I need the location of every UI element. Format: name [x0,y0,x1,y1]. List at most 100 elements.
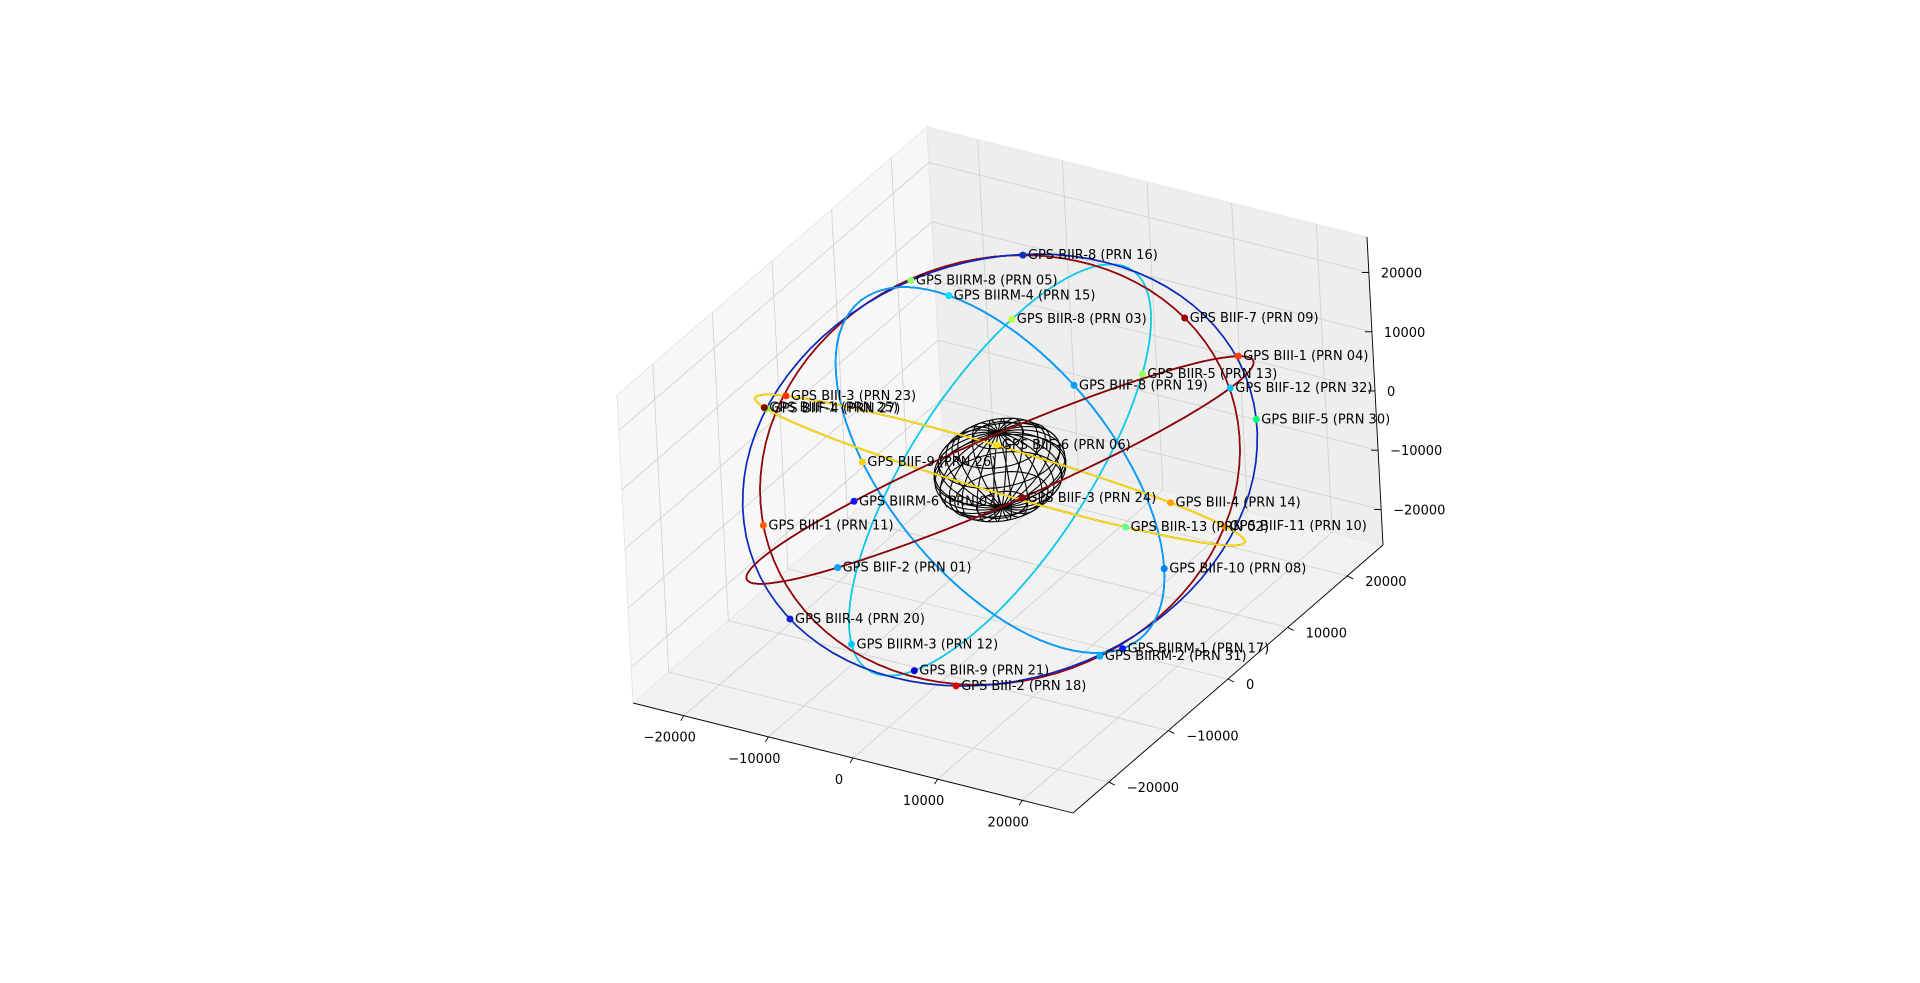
y-tick-label: 20000 [1365,575,1406,590]
satellite-label: GPS BIIR-13 (PRN 02) [1131,520,1269,535]
axis-panes [616,125,1385,814]
earth-parallel [954,471,1049,523]
satellite-label: GPS BIIRM-4 (PRN 15) [954,289,1096,304]
satellite-label: GPS BIIR-4 (PRN 20) [795,612,925,627]
z-tick-label: 10000 [1384,326,1425,341]
x-tick-label: −10000 [728,752,780,767]
satellite-label: GPS BIIF-11 (PRN 10) [1230,519,1367,534]
satellite-label: GPS BIIF-7 (PRN 09) [1190,311,1319,326]
y-tick [1227,678,1235,683]
satellite-point [1119,645,1127,653]
satellite-point [952,682,960,690]
satellite-label: GPS BIIF-1 (PRN 25) [769,401,898,416]
satellite-point [1234,352,1242,360]
x-tick [764,736,769,743]
satellite-point [858,458,866,466]
grid-y-floor [728,620,1169,731]
satellite-point [1226,384,1234,392]
z-tick-label: 0 [1387,385,1395,400]
satellite-label: GPS BIII-4 (PRN 14) [1176,496,1301,511]
satellite-point [1070,381,1078,389]
z-tick-label: −10000 [1390,444,1442,459]
satellite-point [993,441,1001,449]
satellite-point [782,392,790,400]
x-tick-label: 20000 [988,815,1029,830]
satellite-label: GPS BIIRM-1 (PRN 17) [1128,642,1270,657]
grid-z-left [618,162,930,431]
grid-y-floor [847,517,1288,628]
grid-y-floor [668,671,1109,783]
satellite-label: GPS BIIR-8 (PRN 16) [1028,248,1158,263]
satellite-labels: GPS BIIF-11 (PRN 10)GPS BIIF-4 (PRN 27)G… [768,248,1390,694]
y-tick-label: −20000 [1127,781,1179,796]
satellite-point [760,404,768,412]
orbit-line [834,286,1166,654]
satellite-point [1122,523,1130,531]
satellite-point [786,615,794,623]
satellite-point [907,276,915,284]
satellite-label: GPS BIII-1 (PRN 04) [1243,349,1368,364]
earth-parallel [972,421,1024,450]
y-tick-label: −10000 [1186,730,1238,745]
earth-parallel [937,422,1061,489]
axis-ticks: −20000 −10000 0 10000 20000 −20000 −10000 0 1000… [644,267,1446,831]
satellite-label: GPS BIIRM-8 (PRN 05) [916,273,1058,288]
satellite-point [834,564,842,572]
grid-z-back [941,399,1382,510]
grid-z-left [630,399,942,668]
satellite-point [1221,522,1229,530]
satellite-label: GPS BIIRM-2 (PRN 31) [1105,649,1247,664]
x-tick-label: 0 [835,773,843,788]
satellite-point [1019,251,1027,259]
satellite-label: GPS BIII-2 (PRN 18) [961,679,1086,694]
satellite-point [910,667,918,675]
satellite-point [1138,370,1146,378]
satellite-label: GPS BIIF-4 (PRN 27) [772,402,901,417]
x-tick [1018,800,1023,806]
z-tick-label: −20000 [1393,503,1445,518]
earth-parallel [951,417,1046,469]
satellite-label: GPS BIIR-8 (PRN 03) [1017,312,1147,327]
satellite-point [1181,314,1189,322]
grid-y-floor [907,465,1348,577]
satellite-label: GPS BIIRM-3 (PRN 12) [857,637,999,652]
satellite-point [1096,652,1104,660]
satellite-point [1018,494,1026,502]
grid-z-back [931,221,1373,333]
satellite-label: GPS BIIRM-6 (PRN 07) [859,494,1001,509]
satellite-label: GPS BIII-1 (PRN 11) [768,518,893,533]
y-tick [1168,730,1175,734]
grid-z-back [934,280,1376,392]
satellite-points [759,251,1260,690]
y-tick-label: 10000 [1306,626,1347,641]
satellite-point [848,640,855,648]
satellite-label: GPS BIIF-8 (PRN 19) [1079,378,1208,393]
z-tick-label: 20000 [1381,267,1422,282]
orbit-line [745,355,1255,585]
satellite-point [1160,565,1168,573]
satellite-label: GPS BIIR-5 (PRN 13) [1147,367,1277,382]
satellite-label: GPS BIIF-3 (PRN 24) [1027,491,1156,506]
satellite-label: GPS BIIF-6 (PRN 06) [1002,438,1131,453]
satellite-label: GPS BIIR-9 (PRN 21) [919,664,1049,679]
earth-wireframe [933,417,1067,523]
grid-z-left [624,280,936,550]
satellite-point [1008,315,1016,323]
satellite-label: GPS BIIF-2 (PRN 01) [843,561,972,576]
satellite-point [945,292,953,300]
grid-z-left [627,339,939,609]
x-tick [680,715,685,721]
satellite-point [850,497,858,505]
grid-z-back [928,162,1369,273]
satellite-label: GPS BIIF-10 (PRN 08) [1169,562,1306,577]
grid-z-back [937,339,1379,451]
satellite-label: GPS BIIF-12 (PRN 32) [1235,381,1372,396]
x-tick-label: −20000 [644,731,696,746]
y-tick [1108,781,1115,786]
x-tick [934,778,939,785]
satellite-label: GPS BIII-3 (PRN 23) [791,389,916,404]
x-tick [849,757,854,764]
y-tick [1347,575,1354,580]
satellite-point [1252,415,1260,423]
